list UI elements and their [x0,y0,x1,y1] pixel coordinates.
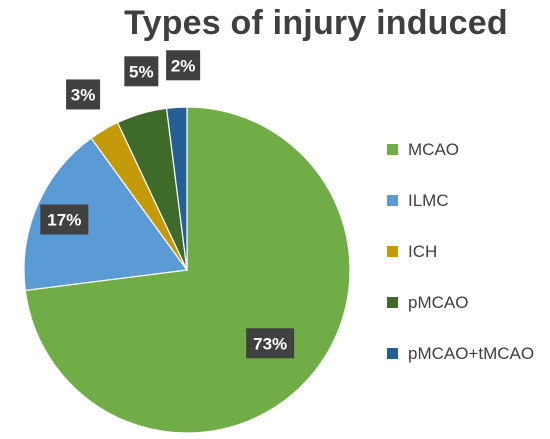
legend-swatch [387,297,398,309]
legend-item-ilmc: ILMC [387,191,449,211]
data-label-text: 17% [47,211,81,230]
data-label-box [246,328,295,359]
legend-swatch [387,246,398,258]
data-label: 2% [166,50,201,81]
legend-item-ich: ICH [387,242,437,262]
legend-item-pmcao-tmcao: pMCAO+tMCAO [387,344,534,364]
data-label: 73% [246,328,295,359]
legend-swatch [387,195,398,207]
data-label: 3% [66,79,101,110]
pie-slice-pmcao-tmcao [165,106,188,271]
data-label: 5% [124,56,159,87]
legend-swatch [387,348,398,360]
data-label-text: 73% [253,334,287,353]
legend-item-pmcao: pMCAO [387,293,468,313]
data-label-text: 5% [129,62,154,81]
legend-item-mcao: MCAO [387,140,459,160]
data-label-box [66,79,101,110]
data-label-text: 3% [71,85,96,104]
legend-label: pMCAO [408,293,469,312]
data-label-box [124,56,159,87]
legend-label: ILMC [408,191,449,210]
data-label-box [40,204,89,235]
legend-label: MCAO [408,140,459,159]
data-label: 17% [40,204,89,235]
legend-swatch [387,144,398,156]
data-label-text: 2% [171,56,196,75]
legend-label: ICH [408,242,438,261]
pie-slice-ilmc [23,137,189,292]
chart-title: Types of injury induced [124,4,508,42]
data-label-box [166,50,201,81]
legend-label: pMCAO+tMCAO [408,344,535,363]
